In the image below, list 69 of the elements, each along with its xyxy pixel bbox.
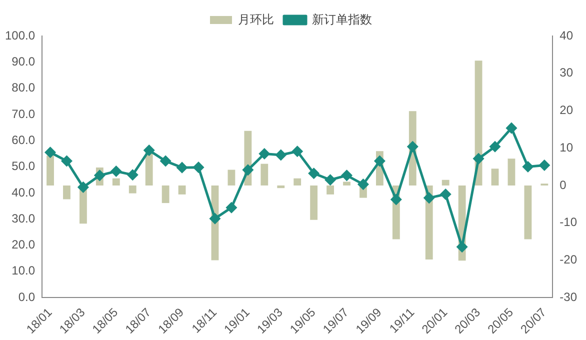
bar [310,185,318,220]
y2-tick-label: 30 [560,66,574,80]
point [94,170,105,181]
point [424,192,434,204]
bar [442,180,450,186]
y-tick-label: 80.0 [12,80,36,95]
point [490,141,500,152]
point [61,156,72,166]
bar [178,185,186,194]
point [110,166,122,176]
bar [128,185,136,194]
point [539,160,550,170]
point [160,156,171,166]
y-tick-label: 20.0 [12,238,36,252]
point [176,162,188,173]
point [358,179,368,190]
point [276,150,286,160]
bar [46,156,54,186]
y-tick-label: 30.0 [12,211,36,226]
y-tick-label: 40.0 [12,185,36,200]
bar [112,178,120,186]
point [325,174,336,186]
point [259,148,270,159]
bar [63,185,70,200]
legend-label: 月环比 [238,12,274,26]
bar [260,164,268,186]
y2-tick-label: -20 [560,252,578,267]
y2-tick-label: 40 [560,28,574,42]
y-tick-label: 0.0 [18,290,36,304]
y-tick-label: 70.0 [12,106,36,121]
point [456,242,468,252]
legend-label: 新订单指数 [312,12,372,26]
y-tick-label: 100.0 [5,28,36,42]
y2-tick-label: 10 [560,140,574,154]
bar [491,168,499,186]
y2-tick-label: -10 [560,215,578,230]
y2-tick-label: 0 [560,178,567,192]
point [390,194,402,205]
point [308,168,320,179]
point [45,147,56,158]
bar [294,178,302,186]
bar [228,170,236,186]
point [210,213,220,224]
bar [343,182,350,186]
point [144,145,154,156]
point [127,170,138,180]
y-tick-label: 60.0 [12,132,36,147]
point [292,146,303,157]
y-tick-label: 90.0 [12,54,36,68]
bar [277,185,285,188]
y2-tick-label: -30 [560,290,578,304]
y2-tick-label: 20 [560,103,574,118]
point [193,162,204,173]
point [78,182,88,192]
point [407,141,418,152]
point [473,153,484,164]
point [506,122,517,134]
bar [326,185,334,194]
y-tick-label: 10.0 [12,264,36,278]
bar [162,185,170,204]
point [226,202,237,213]
point [242,164,254,176]
y-tick-label: 50.0 [12,159,36,174]
point [374,156,385,166]
point [522,162,534,172]
point [342,170,352,181]
bar [508,158,516,186]
point [440,189,451,200]
bar [524,185,532,240]
